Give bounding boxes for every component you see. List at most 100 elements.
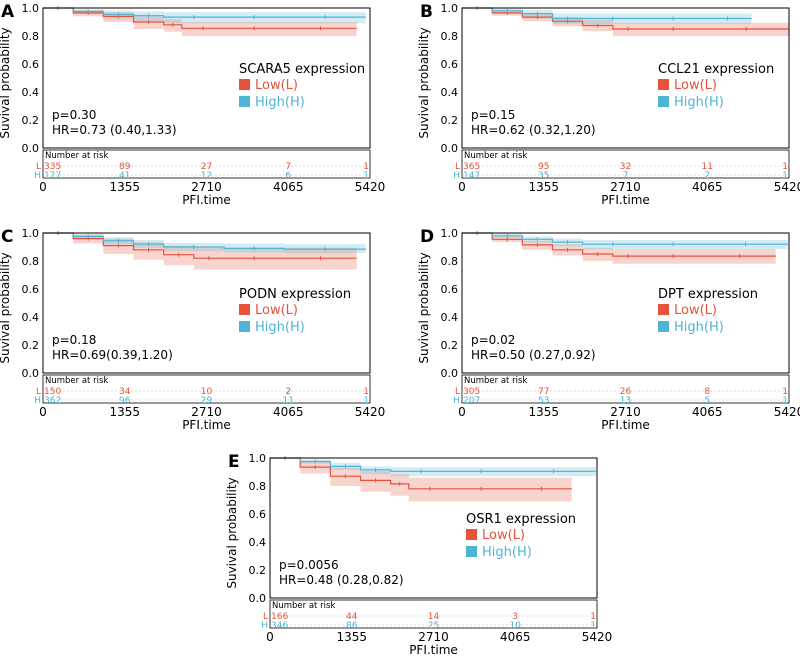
plot-frame xyxy=(269,457,598,599)
y-tick-label: 0.0 xyxy=(22,367,40,380)
y-tick-label: 0.8 xyxy=(22,255,40,268)
y-tick-label: 0.0 xyxy=(22,142,40,155)
risk-count-low: 3 xyxy=(512,612,518,622)
legend-swatch-low xyxy=(658,79,669,90)
risk-table-frame xyxy=(42,374,371,404)
ci-band-low xyxy=(43,8,357,36)
legend-label-low: Low(L) xyxy=(674,303,717,318)
x-tick-label: 5420 xyxy=(774,180,800,194)
x-tick-label: 5420 xyxy=(774,405,800,419)
y-tick-label: 1.0 xyxy=(22,227,40,240)
panel-letter: C xyxy=(1,227,13,247)
risk-count-high: 7 xyxy=(623,171,629,181)
risk-table-frame xyxy=(461,374,790,404)
x-tick-label: 4065 xyxy=(500,630,531,644)
km-panel-c: C Suvival probability 0.0 0.2 0.4 0.6 0.8 1.0 PO… xyxy=(0,227,385,432)
y-tick-label: 0.6 xyxy=(249,508,267,521)
risk-count-low: 44 xyxy=(346,612,358,622)
y-tick-label: 0.8 xyxy=(22,30,40,43)
plot-frame xyxy=(461,232,790,374)
legend-swatch-high xyxy=(466,546,477,557)
risk-count-low: 89 xyxy=(119,162,131,172)
risk-count-low: 305 xyxy=(463,387,480,397)
x-tick-label: 2710 xyxy=(191,180,222,194)
risk-table-title: Number at risk xyxy=(272,601,335,611)
risk-count-low: 95 xyxy=(538,162,549,172)
risk-row-label-high: H xyxy=(453,171,460,181)
legend-label-high: High(H) xyxy=(674,95,724,110)
x-tick-label: 2710 xyxy=(610,180,641,194)
km-panel-d: D Suvival probability 0.0 0.2 0.4 0.6 0.8 1.0 DP… xyxy=(417,227,800,432)
panel-letter: E xyxy=(228,452,240,472)
risk-count-high: 96 xyxy=(119,396,131,406)
legend-title: DPT expression xyxy=(658,287,758,302)
x-axis-label: PFI.time xyxy=(182,418,231,432)
risk-count-low: 365 xyxy=(463,162,480,172)
legend-label-low: Low(L) xyxy=(674,78,717,93)
y-tick-label: 1.0 xyxy=(249,452,267,465)
x-axis-label: PFI.time xyxy=(182,193,231,207)
ci-band-high xyxy=(462,233,788,250)
risk-count-low: 1 xyxy=(590,612,596,622)
y-tick-label: 0.6 xyxy=(441,283,459,296)
risk-count-high: 1 xyxy=(363,171,369,181)
y-axis-label: Suvival probability xyxy=(417,252,431,363)
x-tick-label: 1355 xyxy=(109,405,140,419)
plot-frame xyxy=(42,232,371,374)
x-tick-label: 0 xyxy=(458,405,466,419)
legend-title: PODN expression xyxy=(239,287,351,302)
hazard-ratio: HR=0.69(0.39,1.20) xyxy=(52,348,173,362)
risk-count-high: 177 xyxy=(44,171,61,181)
risk-table-title: Number at risk xyxy=(464,376,527,386)
risk-count-low: 1 xyxy=(782,387,788,397)
risk-count-high: 25 xyxy=(428,621,439,631)
panel-letter: A xyxy=(1,2,15,22)
ci-band-low xyxy=(270,458,572,502)
risk-count-low: 14 xyxy=(428,612,440,622)
risk-count-low: 34 xyxy=(119,387,131,397)
p-value: p=0.0056 xyxy=(279,558,339,572)
risk-row-label-high: H xyxy=(34,171,41,181)
y-tick-label: 0.4 xyxy=(249,536,267,549)
panel-letter: B xyxy=(420,2,433,22)
legend-swatch-low xyxy=(466,529,477,540)
risk-count-high: 2 xyxy=(704,171,710,181)
risk-count-high: 29 xyxy=(201,396,213,406)
risk-row-label-low: L xyxy=(36,387,41,397)
x-tick-label: 5420 xyxy=(582,630,613,644)
risk-row-label-low: L xyxy=(263,612,268,622)
legend-title: SCARA5 expression xyxy=(239,62,365,77)
p-value: p=0.02 xyxy=(471,333,515,347)
hazard-ratio: HR=0.50 (0.27,0.92) xyxy=(471,348,596,362)
risk-table-frame xyxy=(42,149,371,179)
y-tick-label: 0.2 xyxy=(249,564,267,577)
risk-count-high: 346 xyxy=(271,621,288,631)
y-tick-label: 0.0 xyxy=(441,367,459,380)
y-tick-label: 0.2 xyxy=(22,114,40,127)
y-tick-label: 0.6 xyxy=(22,58,40,71)
risk-count-low: 32 xyxy=(620,162,631,172)
risk-count-low: 150 xyxy=(44,387,61,397)
km-curve-high xyxy=(462,7,752,20)
y-tick-label: 0.2 xyxy=(22,339,40,352)
risk-count-low: 166 xyxy=(271,612,288,622)
risk-count-high: 13 xyxy=(620,396,631,406)
risk-table-title: Number at risk xyxy=(45,151,108,161)
risk-count-high: 1 xyxy=(590,621,596,631)
km-panel-a: A Suvival probability 0.0 0.2 0.4 0.6 0.8 1.0 SC… xyxy=(0,2,385,207)
panel-letter: D xyxy=(420,227,434,247)
legend-swatch-high xyxy=(658,96,669,107)
risk-count-high: 10 xyxy=(510,621,522,631)
legend-swatch-high xyxy=(239,321,250,332)
risk-row-label-low: L xyxy=(455,387,460,397)
risk-count-high: 6 xyxy=(285,171,291,181)
x-tick-label: 4065 xyxy=(692,180,723,194)
y-axis-label: Suvival probability xyxy=(225,477,239,588)
risk-count-low: 1 xyxy=(363,387,369,397)
risk-count-high: 1 xyxy=(782,171,788,181)
x-tick-label: 0 xyxy=(39,405,47,419)
legend-swatch-high xyxy=(239,96,250,107)
x-axis-label: PFI.time xyxy=(409,643,458,657)
risk-count-high: 53 xyxy=(538,396,549,406)
km-curve-high xyxy=(270,457,596,472)
